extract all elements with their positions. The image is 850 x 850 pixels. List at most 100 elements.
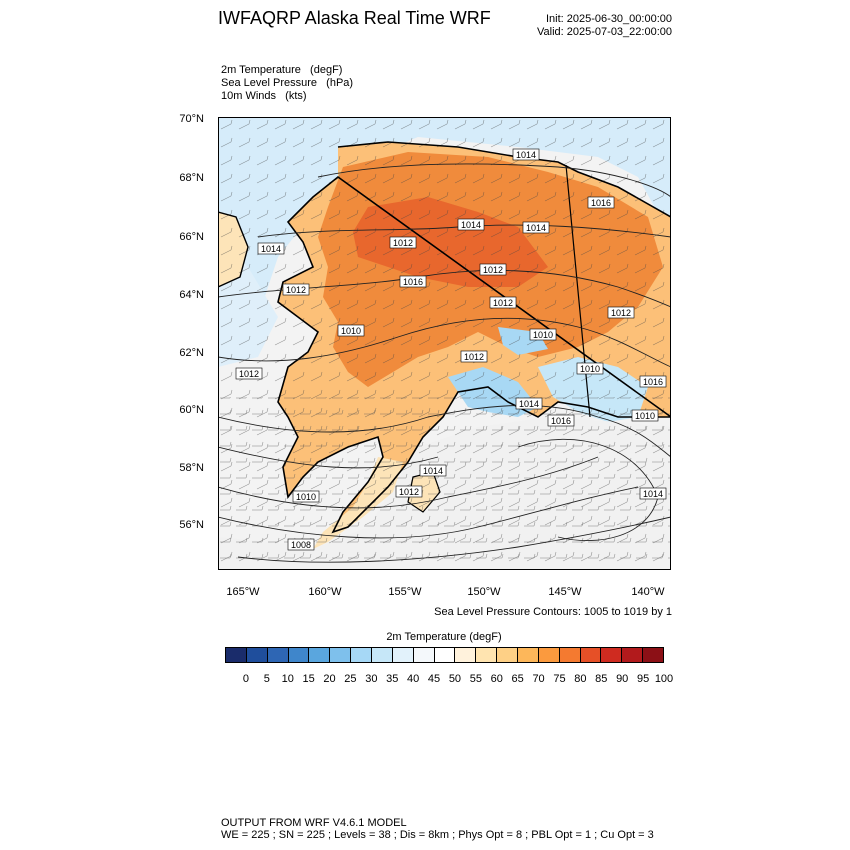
contour-label: 1010: [337, 324, 365, 337]
contour-label: 1012: [489, 296, 517, 309]
colorbar-segment: [601, 648, 623, 662]
colorbar-tick-label: 80: [574, 673, 587, 685]
lon-label: 160°W: [308, 586, 342, 598]
contour-label: 1012: [395, 485, 423, 498]
colorbar-tick-label: 20: [323, 673, 336, 685]
colorbar-tick-label: 15: [302, 673, 315, 685]
model-version: OUTPUT FROM WRF V4.6.1 MODEL: [221, 817, 407, 829]
colorbar-segment: [622, 648, 644, 662]
map-frame: [218, 117, 671, 570]
contour-label: 1014: [512, 148, 540, 161]
svg-text:1010: 1010: [580, 364, 600, 374]
svg-text:1010: 1010: [296, 492, 316, 502]
contour-label: 1016: [547, 414, 575, 427]
lat-label: 62°N: [179, 347, 204, 359]
contour-label: 1014: [457, 218, 485, 231]
contour-label: 1012: [282, 283, 310, 296]
contour-label: 1010: [576, 362, 604, 375]
colorbar-tick-label: 25: [344, 673, 357, 685]
colorbar-segment: [226, 648, 247, 662]
colorbar-tick-label: 85: [595, 673, 608, 685]
contour-label: 1014: [639, 487, 667, 500]
lat-label: 70°N: [179, 113, 204, 125]
svg-text:1014: 1014: [423, 466, 443, 476]
colorbar-segment: [267, 648, 289, 662]
lat-label: 64°N: [179, 289, 204, 301]
lat-label: 56°N: [179, 519, 204, 531]
contour-label: 1014: [522, 221, 550, 234]
lon-label: 150°W: [467, 586, 501, 598]
colorbar-tick-label: 95: [636, 673, 650, 685]
contour-label: 1016: [399, 275, 427, 288]
contour-label: 1016: [587, 196, 615, 209]
contour-label: 1012: [235, 367, 263, 380]
contour-label: 1014: [515, 397, 543, 410]
contour-label: 1012: [460, 350, 488, 363]
init-valid-times: Init: 2025-06-30_00:00:00 Valid: 2025-07…: [500, 13, 672, 39]
canada-border: [565, 164, 591, 418]
colorbar-segment: [643, 648, 664, 662]
svg-text:1010: 1010: [533, 330, 553, 340]
colorbar-tick-label: 0: [242, 673, 249, 685]
colorbar-segment: [330, 648, 352, 662]
colorbar-tick-label: 55: [469, 673, 482, 685]
svg-text:1014: 1014: [516, 150, 536, 160]
svg-text:1016: 1016: [551, 416, 571, 426]
contour-label: 1012: [479, 263, 507, 276]
init-time: Init: 2025-06-30_00:00:00: [546, 13, 672, 25]
lat-label: 68°N: [179, 172, 204, 184]
svg-text:1014: 1014: [261, 244, 281, 254]
colorbar-segment: [455, 648, 477, 662]
colorbar-tick-label: 30: [365, 673, 378, 685]
field-temperature: 2m Temperature (degF): [221, 64, 343, 76]
contour-label: 1010: [631, 409, 659, 422]
contour-label: 1016: [639, 375, 667, 388]
colorbar-segment: [434, 648, 456, 662]
colorbar-tick-label: 45: [427, 673, 441, 685]
svg-text:1014: 1014: [519, 399, 539, 409]
colorbar-tick-label: 50: [448, 673, 462, 685]
lon-label: 140°W: [631, 586, 665, 598]
colorbar-segment: [413, 648, 435, 662]
colorbar-tick-label: 75: [553, 673, 566, 685]
svg-text:1014: 1014: [461, 220, 481, 230]
colorbar-tick-label: 70: [532, 673, 545, 685]
colorbar-title: 2m Temperature (degF): [386, 631, 502, 643]
valid-time: Valid: 2025-07-03_22:00:00: [537, 26, 672, 38]
lat-label: 66°N: [179, 231, 204, 243]
svg-text:1014: 1014: [526, 223, 546, 233]
svg-text:1012: 1012: [239, 369, 259, 379]
plot-title: IWFAQRP Alaska Real Time WRF: [218, 8, 491, 28]
lon-label: 155°W: [388, 586, 422, 598]
svg-text:1010: 1010: [341, 326, 361, 336]
map-panel: 1014 1016 1014 1014 1014 1012 1016 1012 …: [218, 117, 671, 570]
colorbar-segment: [538, 648, 560, 662]
contour-label: 1012: [607, 306, 635, 319]
temperature-colorbar: [225, 647, 664, 663]
colorbar-tick-label: 40: [407, 673, 420, 685]
model-config: WE = 225 ; SN = 225 ; Levels = 38 ; Dis …: [221, 829, 654, 841]
svg-text:1012: 1012: [393, 238, 413, 248]
lon-label: 145°W: [548, 586, 582, 598]
colorbar-tick-label: 35: [386, 673, 399, 685]
lat-label: 60°N: [179, 404, 204, 416]
colorbar-segment: [497, 648, 519, 662]
colorbar-tick-label: 100: [654, 673, 674, 685]
svg-text:1012: 1012: [493, 298, 513, 308]
svg-text:1012: 1012: [286, 285, 306, 295]
colorbar-segment: [518, 648, 539, 662]
model-footer: OUTPUT FROM WRF V4.6.1 MODEL WE = 225 ; …: [221, 817, 654, 841]
svg-text:1012: 1012: [399, 487, 419, 497]
contour-label: 1010: [529, 328, 557, 341]
colorbar-segment: [351, 648, 373, 662]
svg-text:1010: 1010: [635, 411, 655, 421]
svg-text:1016: 1016: [643, 377, 663, 387]
field-list: 2m Temperature (degF) Sea Level Pressure…: [221, 64, 353, 103]
colorbar-segment: [392, 648, 414, 662]
colorbar-segment: [476, 648, 498, 662]
contour-label: 1014: [419, 464, 447, 477]
colorbar-segment: [309, 648, 331, 662]
field-pressure: Sea Level Pressure (hPa): [221, 77, 354, 89]
contour-label: 1010: [292, 490, 320, 503]
colorbar-tick-label: 60: [490, 673, 503, 685]
